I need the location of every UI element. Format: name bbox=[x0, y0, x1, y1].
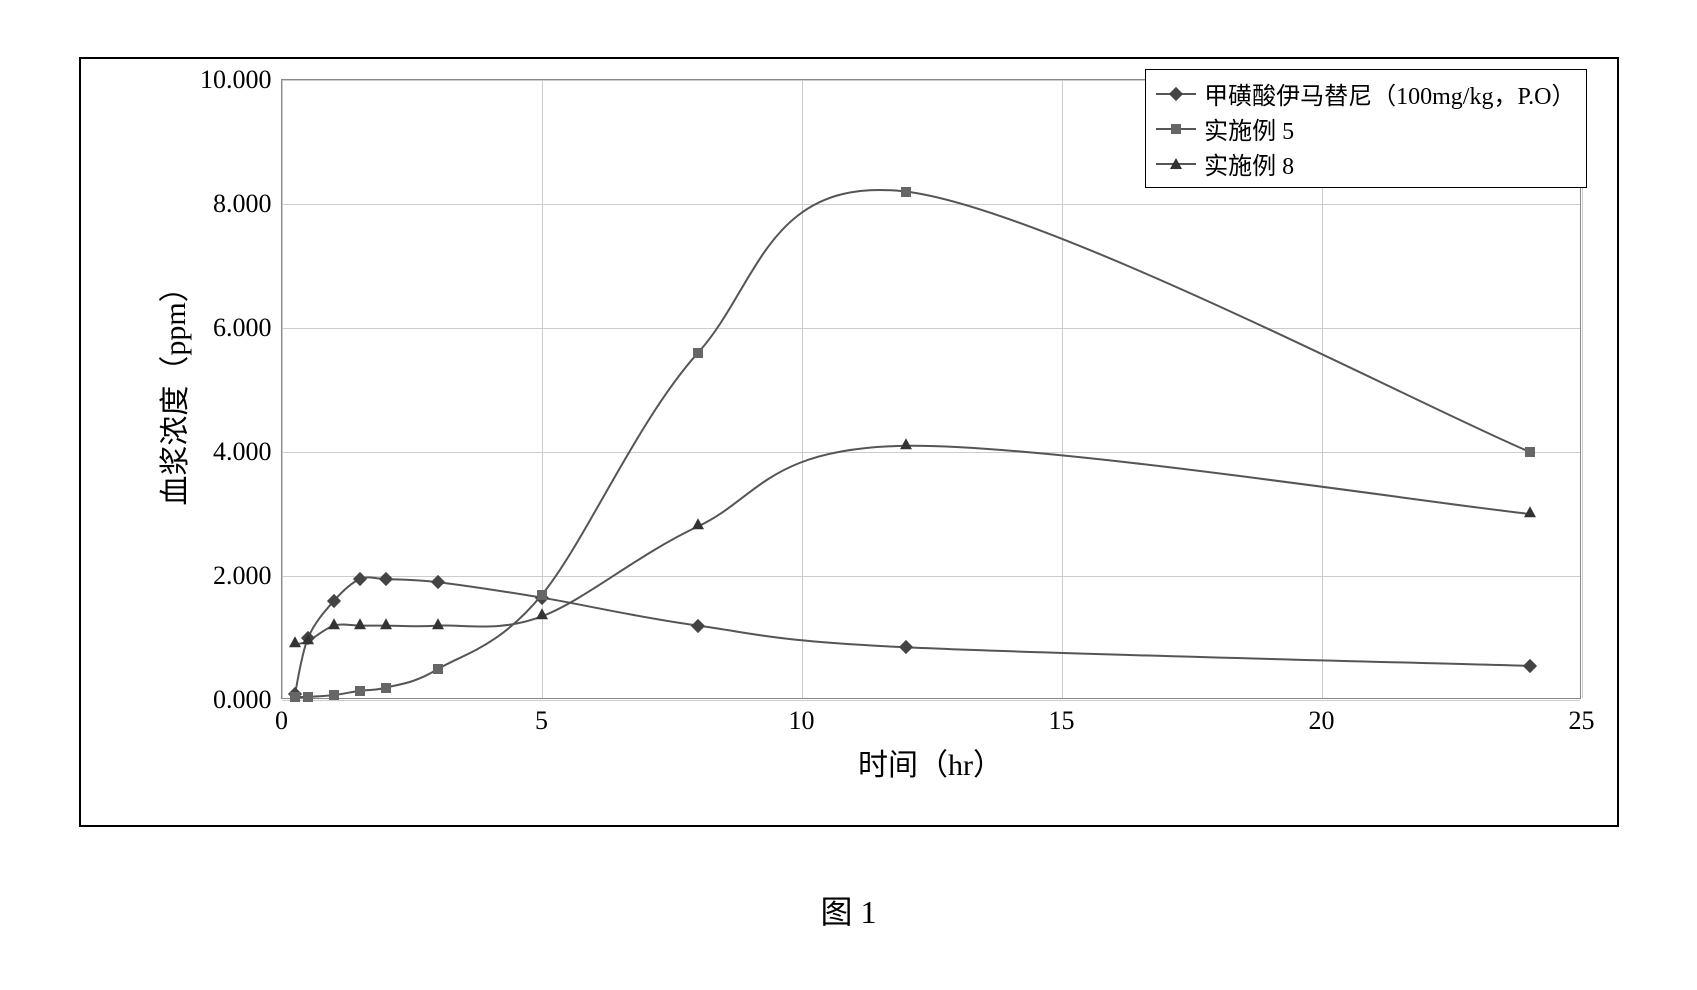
series-marker-example8 bbox=[328, 618, 340, 629]
y-tick-label: 4.000 bbox=[213, 437, 282, 467]
legend-row-example8: 实施例 8 bbox=[1156, 146, 1575, 181]
legend-row-example5: 实施例 5 bbox=[1156, 111, 1575, 146]
y-axis-title: 血浆浓度（ppm） bbox=[150, 272, 194, 505]
figure-caption: 图 1 bbox=[820, 887, 876, 933]
gridline-h bbox=[282, 700, 1580, 701]
series-marker-example5 bbox=[303, 692, 313, 702]
y-tick-label: 2.000 bbox=[213, 561, 282, 591]
series-marker-example5 bbox=[1525, 447, 1535, 457]
series-marker-example5 bbox=[290, 692, 300, 702]
legend-label: 实施例 8 bbox=[1204, 146, 1294, 181]
y-tick-label: 8.000 bbox=[213, 189, 282, 219]
series-marker-example8 bbox=[354, 618, 366, 629]
diamond-icon bbox=[1169, 86, 1183, 100]
legend-label: 甲磺酸伊马替尼（100mg/kg，P.O） bbox=[1204, 76, 1575, 111]
series-marker-example5 bbox=[901, 187, 911, 197]
series-marker-example5 bbox=[355, 686, 365, 696]
y-tick-label: 10.000 bbox=[200, 65, 282, 95]
square-icon bbox=[1171, 124, 1181, 134]
x-tick-label: 25 bbox=[1569, 698, 1595, 736]
x-tick-label: 5 bbox=[535, 698, 548, 736]
x-tick-label: 15 bbox=[1049, 698, 1075, 736]
series-line-imatinib bbox=[295, 577, 1530, 693]
y-tick-label: 0.000 bbox=[213, 685, 282, 715]
triangle-icon bbox=[1170, 158, 1182, 169]
series-marker-example8 bbox=[432, 618, 444, 629]
x-tick-label: 0 bbox=[275, 698, 288, 736]
series-marker-example8 bbox=[302, 633, 314, 644]
y-tick-label: 6.000 bbox=[213, 313, 282, 343]
series-marker-example8 bbox=[380, 618, 392, 629]
x-axis-title: 时间（hr） bbox=[858, 698, 1003, 784]
series-marker-example5 bbox=[329, 690, 339, 700]
legend-label: 实施例 5 bbox=[1204, 111, 1294, 146]
series-marker-example8 bbox=[289, 636, 301, 647]
series-marker-example5 bbox=[537, 590, 547, 600]
series-marker-example8 bbox=[1524, 506, 1536, 517]
legend-swatch-imatinib bbox=[1156, 87, 1196, 101]
series-marker-example5 bbox=[381, 683, 391, 693]
series-marker-example8 bbox=[692, 519, 704, 530]
series-marker-example5 bbox=[433, 664, 443, 674]
x-tick-label: 10 bbox=[789, 698, 815, 736]
series-line-example8 bbox=[295, 446, 1530, 644]
legend-row-imatinib: 甲磺酸伊马替尼（100mg/kg，P.O） bbox=[1156, 76, 1575, 111]
series-marker-example5 bbox=[693, 348, 703, 358]
legend-swatch-example5 bbox=[1156, 122, 1196, 136]
series-marker-example8 bbox=[536, 609, 548, 620]
x-tick-label: 20 bbox=[1309, 698, 1335, 736]
series-line-example5 bbox=[295, 190, 1530, 697]
chart-container: 血浆浓度（ppm） 时间（hr） 0.000 2.000 4.000 6.000 8.0… bbox=[79, 57, 1619, 827]
series-marker-example8 bbox=[900, 438, 912, 449]
chart-legend: 甲磺酸伊马替尼（100mg/kg，P.O）实施例 5实施例 8 bbox=[1145, 69, 1586, 188]
legend-swatch-example8 bbox=[1156, 157, 1196, 171]
